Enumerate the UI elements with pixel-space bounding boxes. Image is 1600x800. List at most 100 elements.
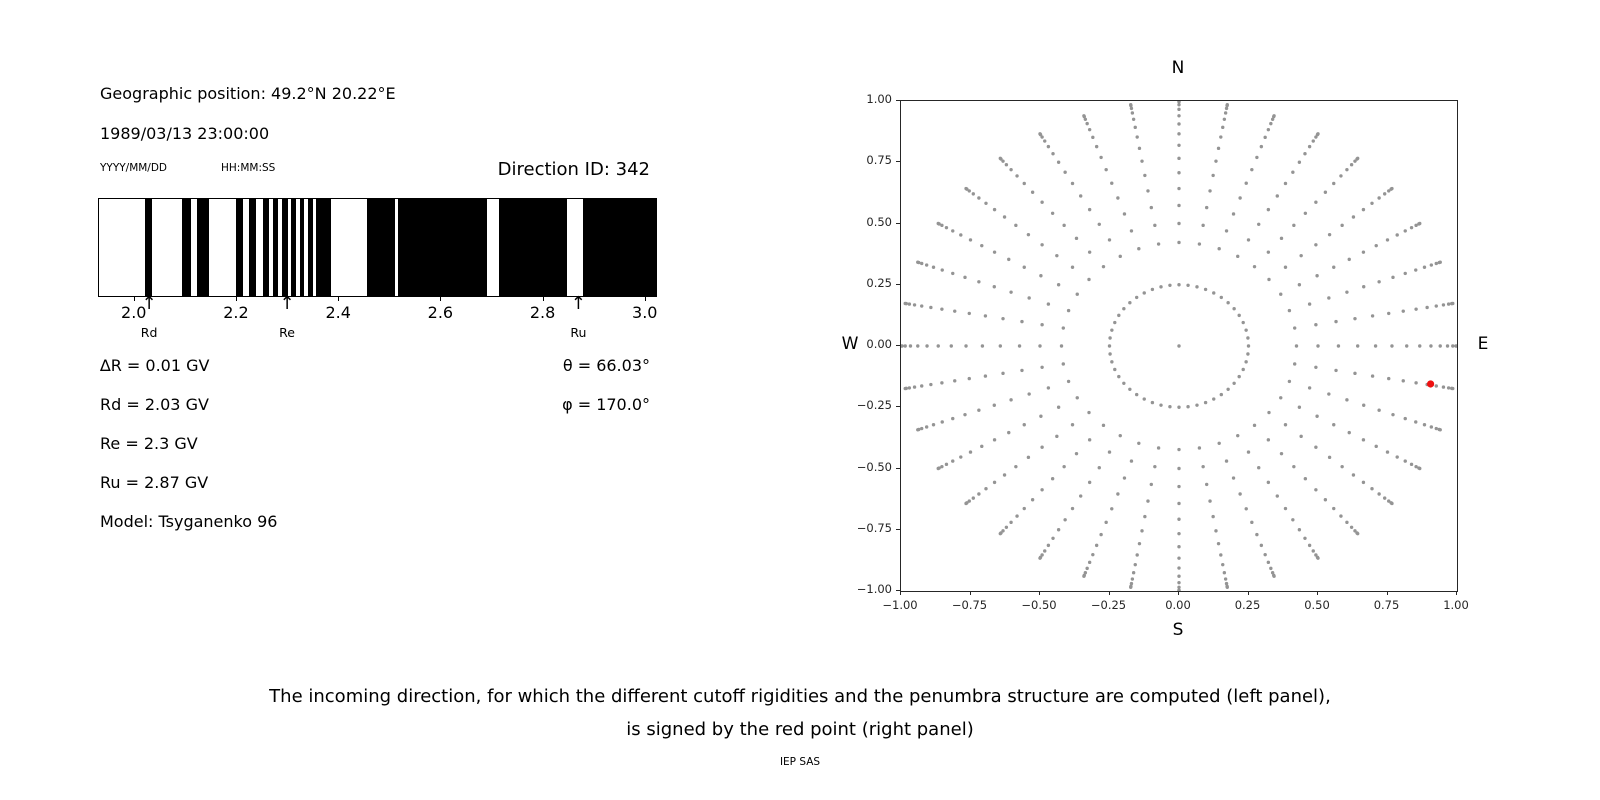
grid-dot bbox=[907, 386, 912, 390]
axis-tick bbox=[235, 297, 237, 301]
model-text: Model: Tsyganenko 96 bbox=[100, 512, 278, 531]
grid-dot bbox=[1118, 254, 1122, 259]
grid-dot bbox=[1059, 344, 1064, 348]
grid-dot bbox=[1238, 492, 1242, 496]
grid-dot bbox=[1267, 410, 1271, 415]
grid-dot bbox=[1231, 476, 1236, 480]
grid-dot bbox=[1414, 420, 1418, 424]
grid-dot bbox=[1177, 283, 1181, 287]
grid-dot bbox=[1133, 125, 1137, 130]
grid-dot bbox=[1133, 562, 1137, 567]
grid-dot bbox=[1434, 426, 1438, 431]
grid-dot bbox=[1197, 446, 1202, 450]
grid-dot bbox=[1149, 482, 1154, 487]
grid-dot bbox=[1316, 132, 1320, 136]
grid-dot bbox=[920, 384, 924, 388]
grid-dot bbox=[1275, 494, 1279, 498]
grid-dot bbox=[1216, 146, 1221, 151]
axis-tick bbox=[644, 297, 646, 301]
grid-dot bbox=[1292, 464, 1296, 469]
grid-dot bbox=[1361, 207, 1366, 212]
grid-dot bbox=[1177, 171, 1181, 175]
grid-dot bbox=[1051, 536, 1055, 540]
grid-dot bbox=[1186, 405, 1190, 409]
grid-dot bbox=[1087, 207, 1092, 212]
grid-dot bbox=[1002, 473, 1007, 477]
x-tick bbox=[1039, 591, 1040, 595]
grid-dot bbox=[1137, 441, 1141, 445]
grid-dot bbox=[1146, 499, 1150, 503]
grid-dot bbox=[1087, 560, 1092, 565]
grid-dot bbox=[1414, 381, 1418, 385]
grid-dot bbox=[1422, 423, 1427, 427]
grid-dot bbox=[1002, 215, 1007, 219]
grid-dot bbox=[1094, 543, 1099, 548]
grid-dot bbox=[1117, 313, 1121, 318]
grid-dot bbox=[1040, 135, 1044, 139]
grid-dot bbox=[1177, 466, 1181, 471]
grid-dot bbox=[1122, 212, 1127, 216]
grid-dot bbox=[1377, 492, 1381, 496]
grid-dot bbox=[1383, 192, 1387, 196]
cutoff-arrow-ru: ↑ bbox=[570, 293, 586, 314]
grid-dot bbox=[1099, 155, 1103, 160]
grid-dot bbox=[951, 459, 955, 463]
grid-dot bbox=[1385, 238, 1390, 242]
x-tick bbox=[1108, 591, 1110, 595]
grid-dot bbox=[1387, 311, 1391, 316]
grid-dot bbox=[1087, 250, 1092, 254]
grid-dot bbox=[1244, 181, 1248, 185]
grid-dot bbox=[1385, 450, 1390, 454]
grid-dot bbox=[1022, 506, 1026, 511]
grid-dot bbox=[1283, 181, 1288, 186]
grid-dot bbox=[1027, 296, 1031, 300]
grid-dot bbox=[908, 344, 913, 348]
grid-dot bbox=[964, 186, 968, 191]
cutoff-label-re: Re bbox=[279, 325, 295, 340]
grid-dot bbox=[1122, 307, 1126, 311]
grid-dot bbox=[1231, 212, 1236, 216]
direction-plot bbox=[899, 99, 1459, 593]
grid-dot bbox=[949, 344, 953, 348]
grid-dot bbox=[1279, 292, 1283, 296]
grid-dot bbox=[1177, 580, 1181, 585]
grid-dot bbox=[1056, 283, 1061, 287]
grid-dot bbox=[1429, 425, 1434, 429]
grid-dot bbox=[1224, 581, 1229, 586]
grid-dot bbox=[998, 344, 1003, 348]
grid-dot bbox=[1279, 236, 1284, 241]
grid-dot bbox=[1046, 302, 1051, 306]
grid-dot bbox=[1345, 167, 1349, 172]
grid-dot bbox=[968, 238, 973, 242]
grid-dot bbox=[1414, 307, 1418, 311]
forbidden-band bbox=[366, 199, 396, 296]
grid-dot bbox=[1370, 374, 1375, 378]
grid-dot bbox=[1438, 428, 1442, 432]
grid-dot bbox=[1311, 549, 1315, 553]
grid-dot bbox=[980, 344, 985, 348]
grid-dot bbox=[1383, 496, 1387, 500]
grid-dot bbox=[1355, 156, 1360, 161]
grid-dot bbox=[1046, 144, 1051, 149]
grid-dot bbox=[984, 201, 988, 205]
time-format-label: HH:MM:SS bbox=[221, 162, 276, 174]
x-tick bbox=[1456, 591, 1457, 595]
grid-dot bbox=[1275, 194, 1279, 198]
grid-dot bbox=[1015, 514, 1019, 518]
grid-dot bbox=[1297, 405, 1302, 409]
grid-dot bbox=[929, 382, 933, 387]
grid-dot bbox=[1314, 445, 1318, 449]
y-tick-label: 0.50 bbox=[866, 214, 892, 229]
y-tick-label: 1.00 bbox=[866, 92, 892, 106]
grid-dot bbox=[1075, 292, 1079, 296]
grid-dot bbox=[1211, 173, 1215, 178]
grid-dot bbox=[992, 207, 997, 212]
grid-dot bbox=[1390, 501, 1394, 506]
grid-dot bbox=[1263, 135, 1267, 140]
grid-dot bbox=[951, 229, 955, 233]
grid-dot bbox=[963, 275, 967, 280]
cutoff-arrow-rd: ↑ bbox=[141, 293, 157, 314]
compass-south-label: S bbox=[1172, 620, 1184, 640]
grid-dot bbox=[931, 423, 936, 427]
grid-dot bbox=[1107, 450, 1112, 454]
